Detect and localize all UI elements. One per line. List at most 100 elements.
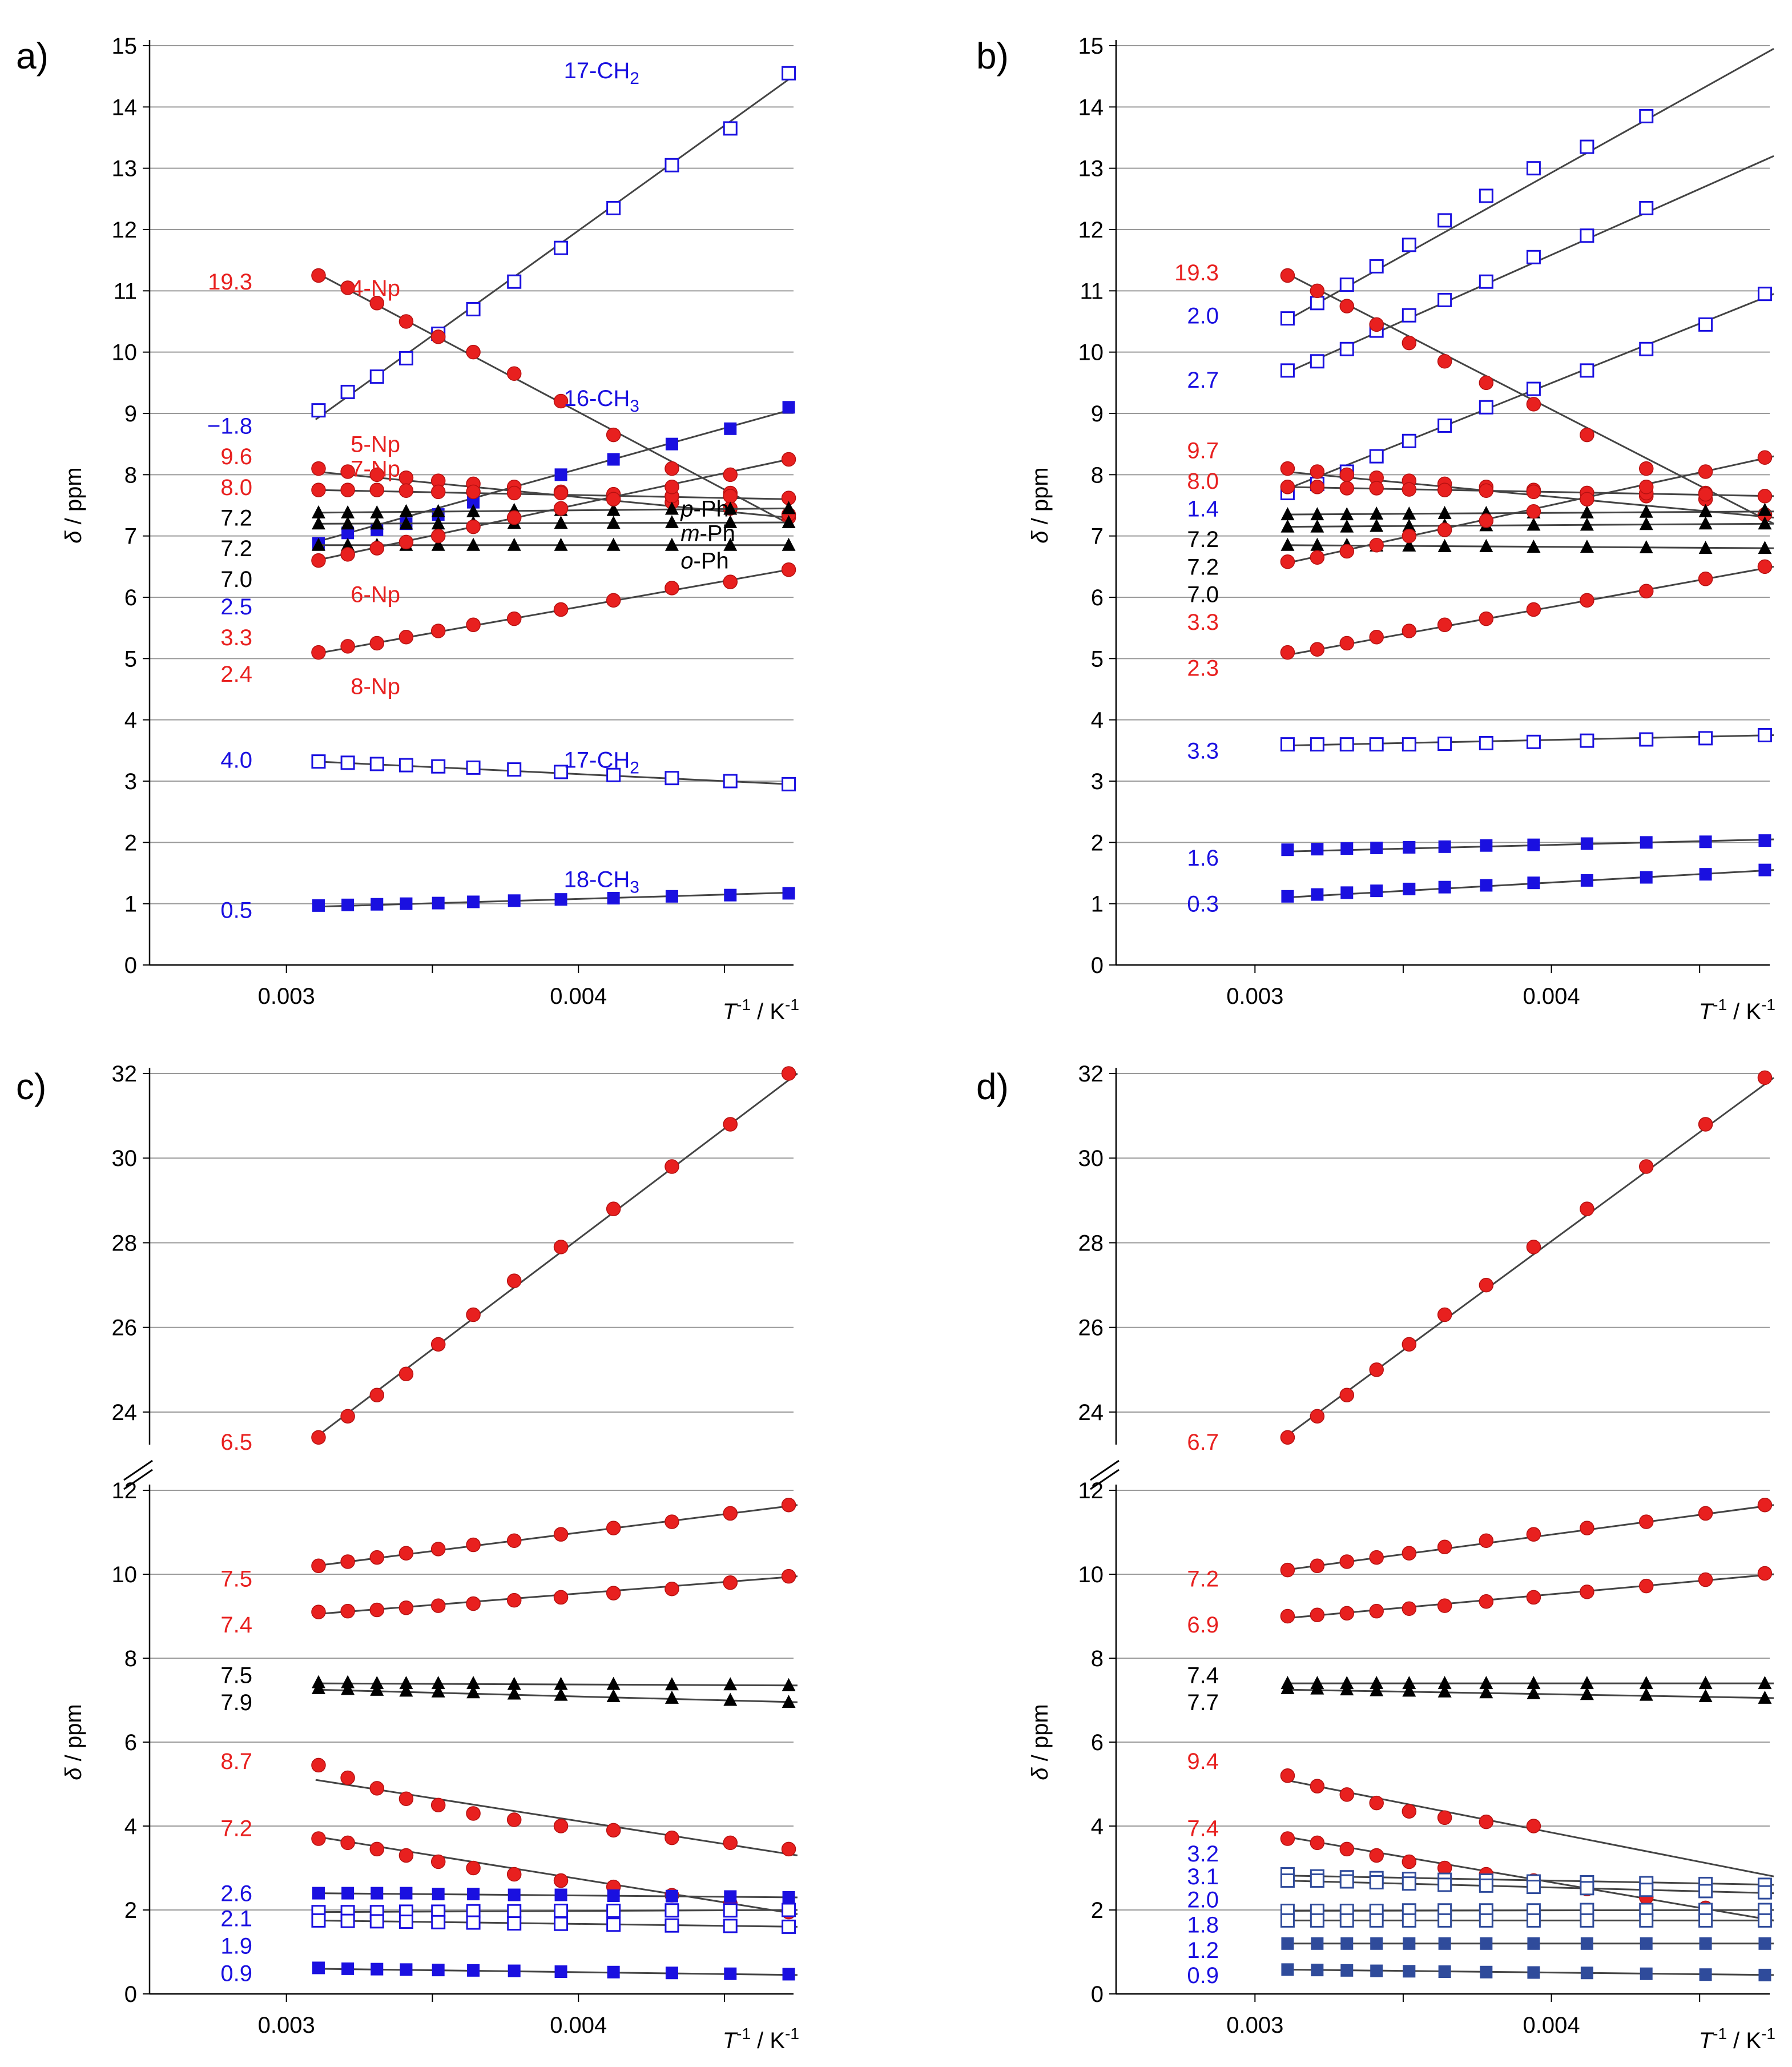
data-series-c3 (311, 1675, 798, 1691)
panel-label: d) (976, 1066, 1009, 1107)
value-label: 3.3 (1187, 738, 1219, 763)
data-point (506, 1273, 522, 1288)
data-point (466, 1307, 481, 1322)
data-point (1370, 884, 1383, 898)
annotation-main: 17-CH (564, 58, 630, 83)
data-point (398, 1791, 414, 1806)
data-point (1527, 539, 1541, 553)
x-tick-label: 0.004 (550, 2013, 607, 2038)
data-point (665, 1514, 679, 1529)
data-point (1639, 504, 1653, 518)
data-point (1580, 593, 1594, 608)
data-point (1580, 1676, 1594, 1690)
data-point (607, 1965, 620, 1978)
data-point (1526, 161, 1541, 176)
data-point (371, 898, 384, 911)
data-point (1339, 341, 1354, 356)
series-annotation: 8-Np (351, 674, 400, 699)
data-point (466, 537, 481, 551)
data-point (1698, 1117, 1713, 1132)
value-label: 4.0 (220, 747, 252, 773)
value-label: 7.4 (1187, 1816, 1219, 1841)
data-point (1370, 506, 1384, 520)
data-point (1698, 504, 1713, 517)
fit-line (315, 521, 789, 525)
data-point (1526, 1880, 1541, 1895)
data-point (430, 1598, 446, 1613)
data-point (370, 1676, 384, 1690)
data-point (1526, 1913, 1541, 1928)
y-tick-label: 14 (112, 95, 138, 120)
data-point (1698, 541, 1713, 554)
data-point (723, 515, 738, 529)
data-point (507, 274, 522, 289)
data-point (724, 1967, 737, 1980)
data-point (1437, 1539, 1452, 1554)
data-point (432, 1964, 445, 1977)
data-point (1369, 1362, 1384, 1377)
data-point (554, 1965, 567, 1978)
data-point (1280, 1680, 1295, 1694)
data-point (554, 893, 567, 906)
data-point (311, 461, 326, 476)
fit-line (315, 891, 789, 908)
x-axis-title-symbol: T (723, 999, 738, 1024)
data-point (665, 1581, 679, 1597)
data-point (466, 302, 481, 317)
data-point (1527, 838, 1540, 851)
data-point (1370, 518, 1384, 532)
data-series-c4 (311, 1680, 798, 1708)
data-point (1698, 1676, 1713, 1690)
data-point (1479, 1685, 1493, 1699)
data-series-d3 (1280, 1676, 1774, 1690)
data-point (466, 504, 481, 517)
y-tick-label: 6 (124, 585, 137, 610)
data-point (1580, 1913, 1594, 1928)
y-tick-label: 4 (124, 708, 137, 733)
data-point (341, 1887, 355, 1900)
data-point (665, 1690, 679, 1704)
data-point (553, 1240, 569, 1254)
data-point (782, 1919, 796, 1934)
data-point (723, 1117, 738, 1132)
y-tick-label: 8 (124, 1646, 137, 1671)
data-point (1280, 1430, 1295, 1445)
data-point (1638, 1514, 1654, 1529)
data-point (1698, 516, 1713, 530)
data-point (466, 1537, 481, 1553)
annotation-subscript: 3 (630, 397, 639, 416)
data-point (1479, 1814, 1494, 1829)
data-point (1281, 843, 1294, 856)
data-point (1758, 1676, 1772, 1690)
data-point (606, 1676, 621, 1690)
data-series-4-np (311, 268, 796, 525)
data-point (1699, 868, 1712, 881)
data-point (1340, 842, 1354, 855)
data-point (1339, 299, 1355, 313)
data-point (369, 1550, 385, 1565)
data-point (1758, 502, 1772, 516)
data-point (781, 1066, 796, 1081)
data-point (781, 1569, 796, 1584)
data-point (430, 484, 446, 500)
data-point (1310, 480, 1325, 494)
y-tick-label: 6 (1091, 585, 1104, 610)
data-point (467, 496, 480, 509)
data-point (606, 1823, 621, 1838)
data-point (1757, 1566, 1773, 1581)
fit-line (315, 1688, 798, 1703)
y-tick-label: 24 (1078, 1400, 1104, 1425)
data-point (1698, 464, 1713, 479)
data-point (506, 1593, 522, 1608)
data-point (341, 1962, 355, 1975)
value-label: 3.3 (1187, 610, 1219, 635)
data-series-s12 (1280, 728, 1774, 752)
data-point (466, 484, 481, 500)
data-point (1526, 1819, 1541, 1833)
annotation-main: m (680, 521, 699, 546)
data-series-s13 (1281, 834, 1774, 856)
y-tick-label: 13 (1078, 156, 1104, 182)
data-point (467, 1964, 480, 1977)
data-point (311, 482, 326, 497)
data-point (1402, 518, 1416, 532)
